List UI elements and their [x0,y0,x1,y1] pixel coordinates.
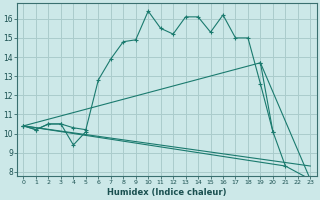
X-axis label: Humidex (Indice chaleur): Humidex (Indice chaleur) [107,188,227,197]
